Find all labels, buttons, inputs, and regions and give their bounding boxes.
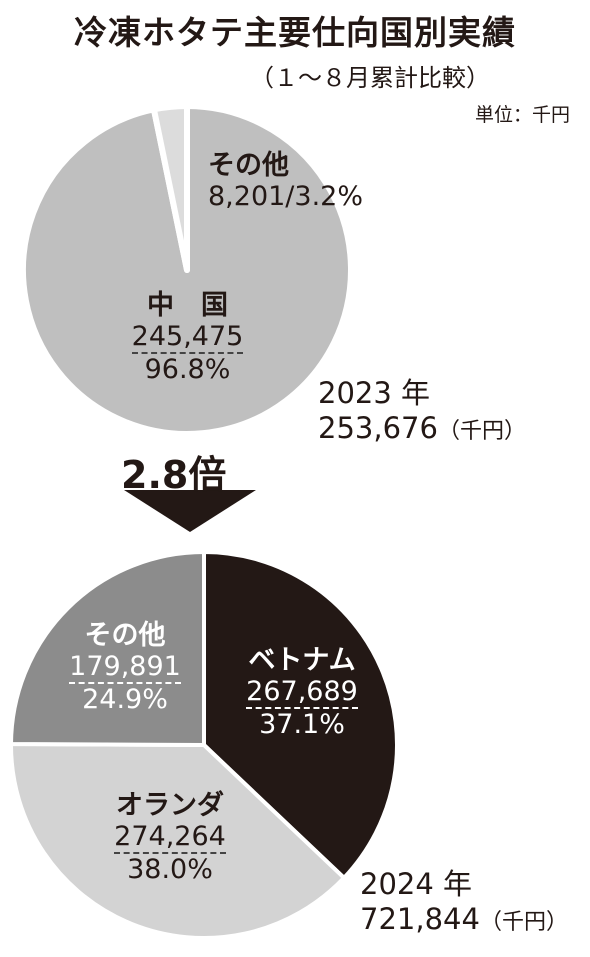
- label-2024-netherlands-value: 274,264: [114, 821, 226, 855]
- label-2024-other-name: その他: [84, 620, 166, 651]
- label-2023-other: その他 8,201/3.2%: [208, 150, 363, 212]
- year-2024-total-value: 721,844: [360, 901, 480, 936]
- slice-2024-other: [9, 550, 206, 747]
- pie-2024: [9, 550, 399, 940]
- label-2023-other-value: 8,201/3.2%: [208, 181, 363, 213]
- year-2024-total: 2024 年 721,844（千円）: [360, 867, 568, 937]
- label-2023-china-name: 中 国: [147, 290, 228, 321]
- chart-subtitle: （１～８月累計比較）: [250, 64, 490, 92]
- chart-title: 冷凍ホタテ主要仕向国別実績: [74, 13, 516, 52]
- slice-2023-other: [150, 103, 190, 273]
- label-2024-other-percent: 24.9%: [82, 684, 168, 716]
- year-2023-total-value: 253,676: [318, 410, 438, 445]
- label-2023-china: 中 国 245,475 96.8%: [105, 290, 270, 385]
- label-2024-netherlands-name: オランダ: [116, 790, 224, 821]
- label-2024-other-value: 179,891: [69, 651, 181, 685]
- pie-2023: [20, 103, 354, 437]
- slice-2024-vietnam: [202, 550, 399, 880]
- year-2024-total-unit: （千円）: [479, 909, 568, 935]
- growth-multiplier: 2.8倍: [121, 453, 227, 497]
- label-2024-netherlands: オランダ 274,264 38.0%: [85, 790, 255, 885]
- label-2024-vietnam-value: 267,689: [246, 676, 358, 710]
- down-arrow-icon: [124, 490, 256, 532]
- label-2024-vietnam-percent: 37.1%: [259, 709, 345, 741]
- slice-2024-netherlands: [9, 742, 346, 940]
- year-2023-total-unit: （千円）: [437, 418, 526, 444]
- label-2023-china-percent: 96.8%: [144, 354, 231, 386]
- year-2023-label: 2023 年: [318, 376, 431, 410]
- label-2024-netherlands-percent: 38.0%: [127, 854, 213, 886]
- label-2024-other: その他 179,891 24.9%: [45, 620, 205, 715]
- label-2024-vietnam: ベトナム 267,689 37.1%: [222, 645, 382, 740]
- year-2024-label: 2024 年: [360, 867, 473, 901]
- unit-label: 単位：千円: [474, 104, 570, 126]
- label-2023-other-name: その他: [208, 150, 289, 181]
- label-2023-china-value: 245,475: [131, 321, 244, 355]
- label-2024-vietnam-name: ベトナム: [248, 645, 356, 676]
- year-2023-total: 2023 年 253,676（千円）: [318, 376, 526, 446]
